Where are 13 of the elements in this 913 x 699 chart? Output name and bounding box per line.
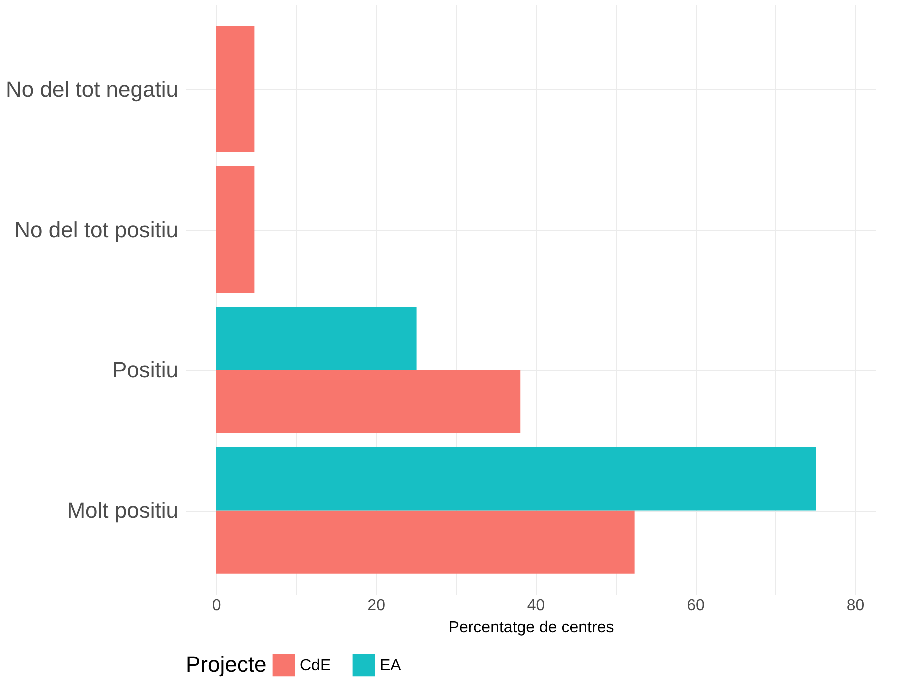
- x-tick-label: 60: [687, 598, 706, 614]
- legend-title: Projecte: [186, 652, 267, 677]
- y-tick-label: Molt positiu: [67, 498, 178, 524]
- x-tick-label: 20: [368, 598, 386, 614]
- x-axis-title: Percentatge de centres: [448, 620, 614, 636]
- y-tick-label: No del tot positiu: [14, 217, 178, 242]
- legend-label: CdE: [300, 657, 332, 674]
- x-tick-label: 40: [527, 598, 546, 614]
- y-tick-label: No del tot negatiu: [6, 76, 178, 102]
- x-tick-label: 0: [212, 598, 222, 614]
- x-tick-label: 80: [846, 598, 865, 614]
- legend-label: EA: [380, 657, 402, 674]
- y-tick-label: Positiu: [112, 358, 178, 383]
